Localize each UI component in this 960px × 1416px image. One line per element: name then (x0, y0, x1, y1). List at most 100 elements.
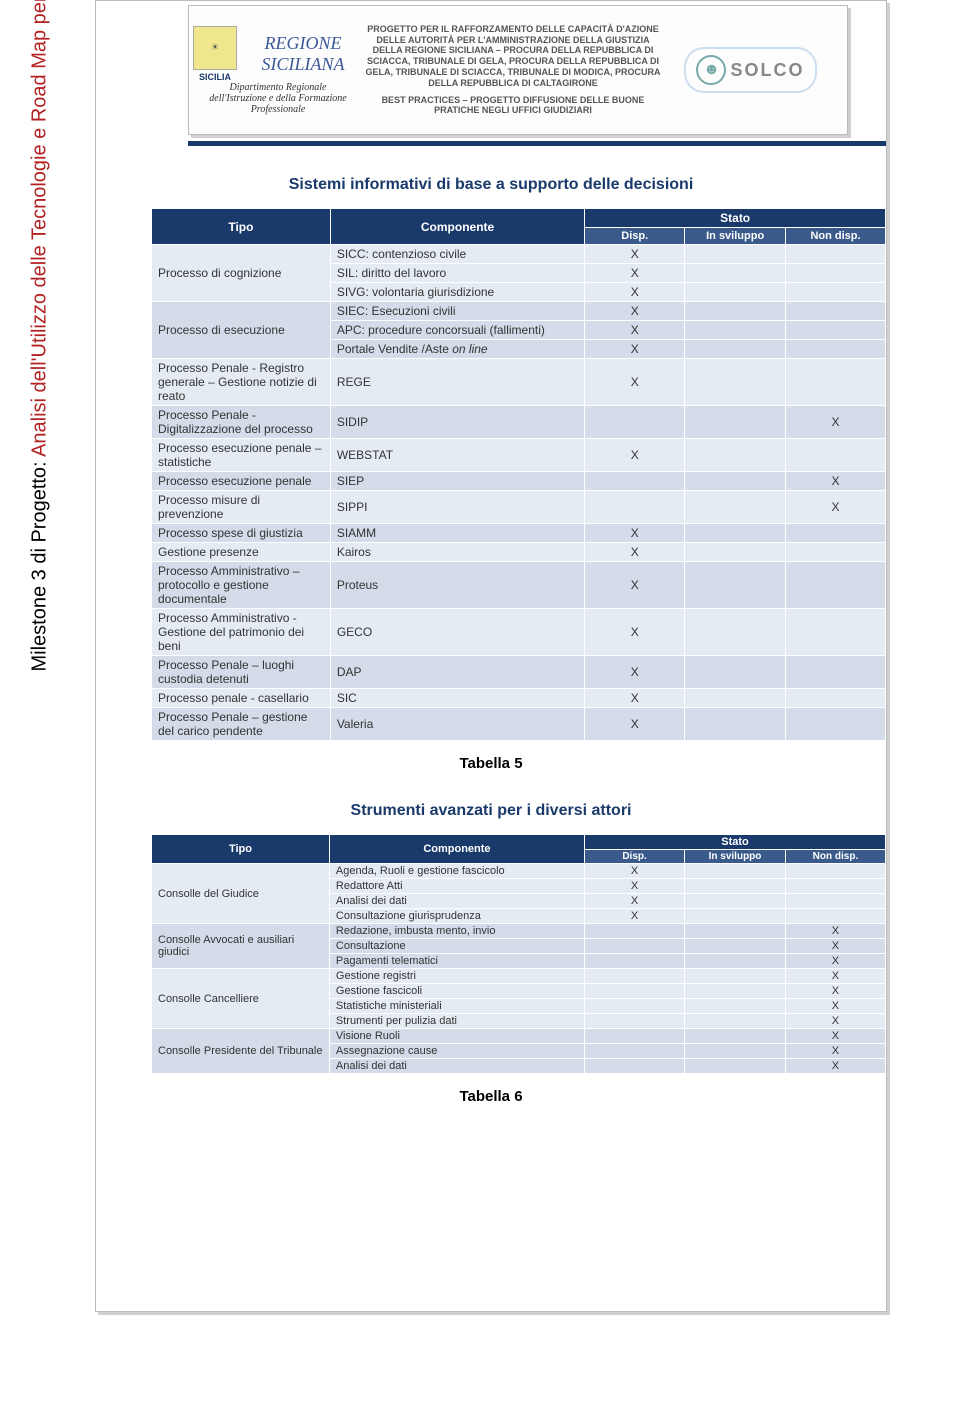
svil-cell (685, 245, 786, 264)
tipo-cell: Consolle del Giudice (152, 864, 330, 924)
disp-cell (585, 1059, 685, 1074)
header-left: ☀ SICILIA REGIONE SICILIANA Dipartimento… (193, 26, 363, 115)
disp-cell (585, 969, 685, 984)
disp-cell (585, 924, 685, 939)
tipo-cell: Processo Penale - Registro generale – Ge… (152, 359, 331, 406)
componente-cell: WEBSTAT (330, 439, 584, 472)
nd-cell (786, 264, 886, 283)
componente-cell: SIL: diritto del lavoro (330, 264, 584, 283)
svil-cell (685, 543, 786, 562)
th2-nondisp: Non disp. (785, 850, 885, 864)
disp-cell (585, 491, 685, 524)
side-title-black: Milestone 3 di Progetto: (29, 457, 51, 672)
svil-cell (685, 909, 786, 924)
svil-cell (685, 969, 786, 984)
svil-cell (685, 491, 786, 524)
disp-cell (585, 1044, 685, 1059)
tipo-cell: Consolle Presidente del Tribunale (152, 1029, 330, 1074)
header-center-text1: PROGETTO PER IL RAFFORZAMENTO DELLE CAPA… (363, 24, 663, 89)
disp-cell (585, 1014, 685, 1029)
componente-cell: SIVG: volontaria giurisdizione (330, 283, 584, 302)
table-row: Processo esecuzione penale – statistiche… (152, 439, 886, 472)
th2-tipo: Tipo (152, 835, 330, 864)
svil-cell (685, 708, 786, 741)
table-row: Consolle del GiudiceAgenda, Ruoli e gest… (152, 864, 886, 879)
table-row: Processo esecuzione penaleSIEPX (152, 472, 886, 491)
tipo-cell: Processo Amministrativo – protocollo e g… (152, 562, 331, 609)
componente-cell: Visione Ruoli (329, 1029, 584, 1044)
componente-cell: Valeria (330, 708, 584, 741)
svil-cell (685, 864, 786, 879)
table-5: Tipo Componente Stato Disp. In sviluppo … (151, 208, 886, 741)
solco-label: SOLCO (730, 60, 804, 81)
disp-cell (585, 472, 685, 491)
disp-cell: X (585, 264, 685, 283)
header-right: ☻ SOLCO (663, 47, 838, 93)
svil-cell (685, 894, 786, 909)
nd-cell: X (785, 984, 885, 999)
componente-cell: Analisi dei dati (329, 1059, 584, 1074)
caption-5: Tabella 5 (96, 755, 886, 772)
th2-disp: Disp. (585, 850, 685, 864)
componente-cell: Agenda, Ruoli e gestione fascicolo (329, 864, 584, 879)
tipo-cell: Gestione presenze (152, 543, 331, 562)
tipo-cell: Processo Penale – luoghi custodia detenu… (152, 656, 331, 689)
tipo-cell: Processo di cognizione (152, 245, 331, 302)
header-center-text2: BEST PRACTICES – PROGETTO DIFFUSIONE DEL… (363, 95, 663, 117)
svil-cell (685, 302, 786, 321)
dept-line2: dell'Istruzione e della Formazione (209, 93, 346, 104)
componente-cell: Strumenti per pulizia dati (329, 1014, 584, 1029)
svil-cell (685, 340, 786, 359)
svil-cell (685, 524, 786, 543)
componente-cell: DAP (330, 656, 584, 689)
section-title-2: Strumenti avanzati per i diversi attori (96, 802, 886, 820)
nd-cell (786, 708, 886, 741)
svil-cell (685, 1044, 786, 1059)
nd-cell (786, 439, 886, 472)
nd-cell (786, 340, 886, 359)
disp-cell: X (585, 609, 685, 656)
svil-cell (685, 321, 786, 340)
svil-cell (685, 1059, 786, 1074)
disp-cell: X (585, 524, 685, 543)
nd-cell (785, 879, 885, 894)
svil-cell (685, 689, 786, 708)
svil-cell (685, 924, 786, 939)
disp-cell: X (585, 864, 685, 879)
nd-cell (786, 524, 886, 543)
componente-cell: SIPPI (330, 491, 584, 524)
svil-cell (685, 879, 786, 894)
th-comp: Componente (330, 209, 584, 245)
th-svil: In sviluppo (685, 228, 786, 245)
nd-cell (786, 689, 886, 708)
disp-cell (585, 1029, 685, 1044)
componente-cell: SIDIP (330, 406, 584, 439)
table-row: Processo di esecuzioneSIEC: Esecuzioni c… (152, 302, 886, 321)
table-row: Processo misure di prevenzioneSIPPIX (152, 491, 886, 524)
table-row: Processo Amministrativo - Gestione del p… (152, 609, 886, 656)
nd-cell: X (786, 406, 886, 439)
sicilia-logo-icon: ☀ SICILIA (193, 26, 237, 82)
table-row: Processo Penale – gestione del carico pe… (152, 708, 886, 741)
tipo-cell: Processo misure di prevenzione (152, 491, 331, 524)
svil-cell (685, 439, 786, 472)
th-nondisp: Non disp. (786, 228, 886, 245)
nd-cell (786, 656, 886, 689)
nd-cell (786, 283, 886, 302)
svil-cell (685, 939, 786, 954)
tipo-cell: Processo Penale - Digitalizzazione del p… (152, 406, 331, 439)
componente-cell: Redattore Atti (329, 879, 584, 894)
svil-cell (685, 283, 786, 302)
disp-cell (585, 939, 685, 954)
componente-cell: REGE (330, 359, 584, 406)
nd-cell (786, 359, 886, 406)
svil-cell (685, 609, 786, 656)
tipo-cell: Processo spese di giustizia (152, 524, 331, 543)
componente-cell: SIEC: Esecuzioni civili (330, 302, 584, 321)
componente-cell: SIC (330, 689, 584, 708)
dept-line3: Professionale (251, 104, 306, 115)
nd-cell (785, 864, 885, 879)
tipo-cell: Processo Penale – gestione del carico pe… (152, 708, 331, 741)
componente-cell: Assegnazione cause (329, 1044, 584, 1059)
nd-cell: X (785, 939, 885, 954)
